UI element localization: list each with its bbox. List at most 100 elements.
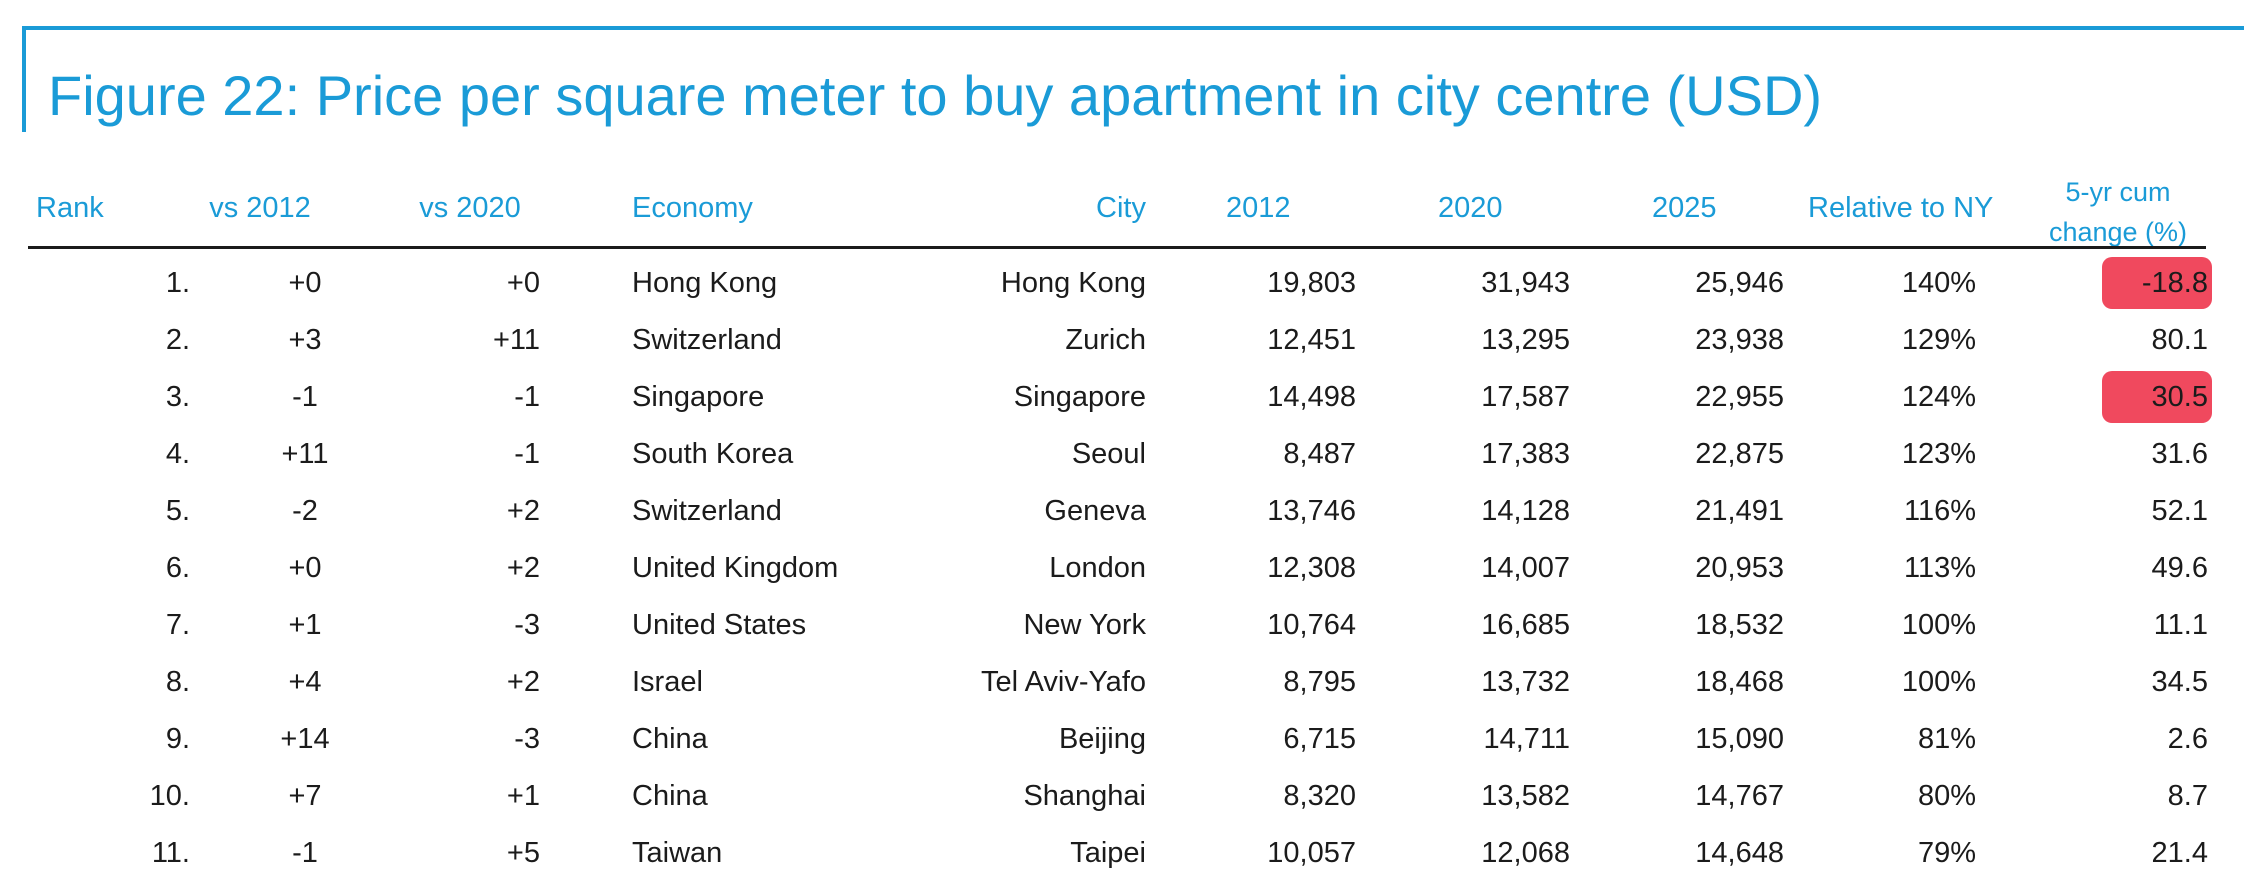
- frame-left-rule: [22, 26, 26, 132]
- cell-economy: China: [632, 723, 708, 755]
- cell-city: Tel Aviv-Yafo: [981, 666, 1146, 698]
- cell-2012: 10,764: [1267, 609, 1356, 641]
- cell-2012: 10,057: [1267, 837, 1356, 869]
- cell-2020: 17,587: [1481, 381, 1570, 413]
- cell-2025: 15,090: [1695, 723, 1784, 755]
- cell-vs-2020: +5: [506, 837, 540, 869]
- cell-vs-2020: -3: [514, 723, 540, 755]
- cell-2020: 13,732: [1481, 666, 1570, 698]
- cell-relative-to-ny: 123%: [1901, 438, 1976, 470]
- cell-2025: 20,953: [1695, 552, 1784, 584]
- cell-vs-2020: +2: [506, 552, 540, 584]
- cell-vs-2012: +0: [288, 552, 322, 584]
- cell-2020: 16,685: [1481, 609, 1570, 641]
- cell-city: Beijing: [1058, 723, 1146, 755]
- cell-2012: 8,795: [1283, 666, 1356, 698]
- cell-2012: 12,308: [1267, 552, 1356, 584]
- cell-2012: 14,498: [1267, 381, 1356, 413]
- cell-economy: China: [632, 780, 708, 812]
- highlight-marker: [2102, 257, 2212, 309]
- cell-vs-2020: +1: [506, 780, 540, 812]
- cell-rank: 10.: [149, 780, 190, 812]
- cell-city: Zurich: [1065, 324, 1146, 356]
- header-relative-to-ny: Relative to NY: [1808, 192, 1994, 224]
- highlight-marker: [2102, 371, 2212, 423]
- cell-2020: 13,582: [1481, 780, 1570, 812]
- cell-rank: 2.: [165, 324, 190, 356]
- cell-relative-to-ny: 116%: [1903, 495, 1976, 527]
- header-city: City: [1096, 192, 1146, 224]
- cell-cum-change: 34.5: [2151, 666, 2208, 698]
- cell-relative-to-ny: 79%: [1917, 837, 1976, 869]
- cell-vs-2012: -1: [292, 837, 318, 869]
- cell-cum-change: 21.4: [2151, 837, 2208, 869]
- cell-economy: Switzerland: [632, 324, 782, 356]
- cell-city: Singapore: [1013, 381, 1146, 413]
- cell-vs-2012: +0: [288, 267, 322, 299]
- cell-2020: 14,007: [1481, 552, 1570, 584]
- cell-2012: 13,746: [1267, 495, 1356, 527]
- cell-cum-change: 8.7: [2167, 780, 2208, 812]
- cell-relative-to-ny: 113%: [1903, 552, 1976, 584]
- cell-2012: 6,715: [1283, 723, 1356, 755]
- cell-rank: 4.: [165, 438, 190, 470]
- cell-cum-change: 2.6: [2167, 723, 2208, 755]
- cell-2020: 31,943: [1481, 267, 1570, 299]
- frame-top-rule: [22, 26, 2244, 30]
- cell-relative-to-ny: 80%: [1917, 780, 1976, 812]
- cell-vs-2020: +11: [492, 324, 540, 356]
- cell-economy: United States: [632, 609, 807, 641]
- cell-city: Taipei: [1070, 837, 1146, 869]
- cell-rank: 6.: [165, 552, 190, 584]
- cell-vs-2012: +1: [288, 609, 322, 641]
- cell-cum-change: 80.1: [2151, 324, 2208, 356]
- header-2012: 2012: [1226, 192, 1291, 224]
- cell-2012: 8,320: [1283, 780, 1356, 812]
- cell-economy: Hong Kong: [632, 267, 778, 299]
- cell-relative-to-ny: 129%: [1901, 324, 1976, 356]
- header-rule: [28, 246, 2206, 249]
- header-cum-change: 5-yr cum change (%): [2018, 172, 2218, 252]
- cell-relative-to-ny: 100%: [1901, 609, 1976, 641]
- cell-2020: 12,068: [1481, 837, 1570, 869]
- cell-vs-2020: -1: [514, 438, 540, 470]
- cell-2012: 12,451: [1267, 324, 1356, 356]
- cell-2020: 14,711: [1483, 723, 1570, 755]
- header-vs-2020: vs 2020: [419, 192, 521, 224]
- cell-vs-2012: +4: [288, 666, 322, 698]
- cell-2025: 22,955: [1695, 381, 1784, 413]
- cell-rank: 11.: [151, 837, 190, 869]
- cell-vs-2012: +11: [281, 438, 329, 470]
- cell-2025: 22,875: [1695, 438, 1784, 470]
- cell-economy: United Kingdom: [632, 552, 839, 584]
- cell-rank: 7.: [165, 609, 190, 641]
- cell-vs-2020: +0: [506, 267, 540, 299]
- cell-cum-change: 31.6: [2151, 438, 2208, 470]
- cell-2025: 18,468: [1695, 666, 1784, 698]
- cell-cum-change: 30.5: [2151, 381, 2208, 413]
- cell-relative-to-ny: 100%: [1901, 666, 1976, 698]
- cell-cum-change: 11.1: [2153, 609, 2208, 641]
- cell-cum-change: 52.1: [2151, 495, 2208, 527]
- cell-vs-2012: +3: [288, 324, 322, 356]
- cell-2020: 13,295: [1481, 324, 1570, 356]
- cell-rank: 3.: [165, 381, 190, 413]
- cell-relative-to-ny: 81%: [1917, 723, 1976, 755]
- cell-cum-change: -18.8: [2141, 267, 2208, 299]
- cell-vs-2020: +2: [506, 495, 540, 527]
- header-vs-2012: vs 2012: [209, 192, 311, 224]
- cell-2025: 14,767: [1695, 780, 1784, 812]
- cell-vs-2012: +14: [280, 723, 330, 755]
- cell-economy: Switzerland: [632, 495, 782, 527]
- cell-2025: 18,532: [1695, 609, 1784, 641]
- cell-vs-2020: +2: [506, 666, 540, 698]
- cell-city: Hong Kong: [1000, 267, 1146, 299]
- cell-vs-2020: -3: [514, 609, 540, 641]
- cell-vs-2020: -1: [514, 381, 540, 413]
- cell-2012: 19,803: [1267, 267, 1356, 299]
- cell-city: Seoul: [1071, 438, 1146, 470]
- cell-rank: 9.: [165, 723, 190, 755]
- cell-2025: 21,491: [1695, 495, 1784, 527]
- cell-2020: 17,383: [1481, 438, 1570, 470]
- cell-economy: Singapore: [632, 381, 765, 413]
